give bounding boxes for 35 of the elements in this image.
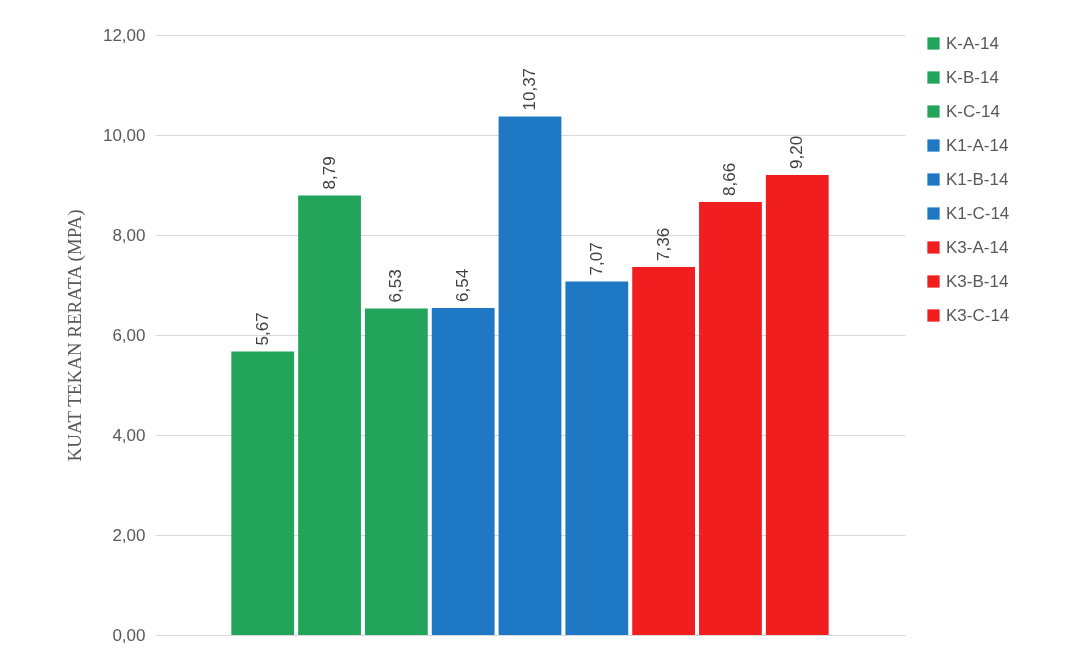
- legend-label: K-B-14: [946, 67, 999, 87]
- bar: [765, 175, 829, 635]
- legend-label: K1-A-14: [946, 135, 1009, 155]
- legend-label: K3-C-14: [946, 305, 1010, 325]
- bar: [298, 195, 361, 635]
- y-tick-label: 8,00: [112, 225, 146, 245]
- y-tick-label: 2,00: [112, 525, 146, 545]
- bar: [498, 116, 562, 635]
- legend-label: K-C-14: [946, 101, 1000, 121]
- data-label: 5,67: [252, 312, 272, 346]
- bar: [231, 351, 295, 635]
- data-label: 10,37: [520, 67, 539, 111]
- legend-label: K3-A-14: [946, 237, 1009, 257]
- legend-label: K1-C-14: [946, 203, 1010, 223]
- y-tick-label: 6,00: [112, 325, 146, 345]
- y-tick-label: 0,00: [112, 625, 146, 645]
- data-label: 8,66: [720, 162, 740, 196]
- data-label: 6,54: [453, 268, 473, 302]
- data-label: 6,53: [386, 269, 406, 303]
- data-label: 7,07: [586, 242, 606, 276]
- bar: [364, 308, 428, 635]
- y-tick-label: 4,00: [112, 425, 146, 445]
- bar: [565, 281, 629, 635]
- y-axis-title: KUAT TEKAN RERATA (MPA): [63, 209, 86, 462]
- legend-label: K-A-14: [946, 33, 999, 53]
- bar: [699, 202, 762, 635]
- data-label: 8,79: [319, 156, 339, 190]
- bar: [632, 267, 696, 635]
- data-label: 9,20: [787, 135, 807, 169]
- bar: [431, 308, 495, 635]
- y-tick-label: 12,00: [102, 25, 146, 45]
- y-tick-label: 10,00: [102, 125, 146, 145]
- legend-label: K3-B-14: [946, 271, 1009, 291]
- data-label: 7,36: [653, 227, 673, 261]
- legend-label: K1-B-14: [946, 169, 1009, 189]
